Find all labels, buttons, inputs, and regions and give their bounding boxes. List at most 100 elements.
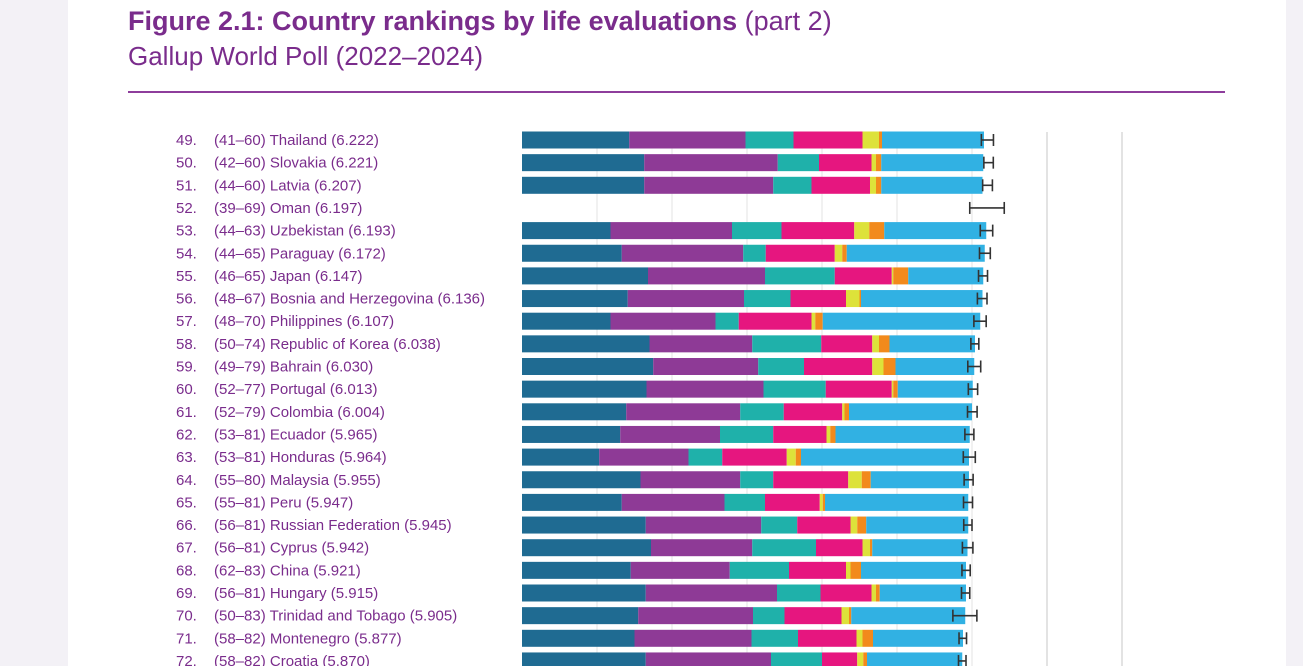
bar-segment	[870, 471, 969, 489]
rank-label: 56.	[176, 291, 197, 308]
bar-segment	[786, 448, 796, 466]
table-row: 64. (55–80) Malaysia (5.955)	[176, 471, 974, 489]
bar-segment	[834, 267, 892, 285]
bar-segment	[758, 358, 804, 375]
bar-segment	[522, 516, 646, 534]
bar-segment	[844, 403, 849, 421]
bar-segment	[882, 131, 984, 149]
bar-segment	[765, 493, 820, 511]
bar-segment	[790, 290, 846, 308]
table-row: 72. (58–82) Croatia (5.870)	[176, 652, 967, 666]
bar-segment	[744, 290, 791, 308]
bar-segment	[648, 267, 765, 285]
bar-segment	[621, 244, 744, 262]
bar-segment	[841, 607, 849, 625]
bar-segment	[861, 290, 983, 308]
rank-label: 57.	[176, 313, 197, 330]
bar-segment	[644, 154, 778, 172]
country-label: (42–60) Slovakia (6.221)	[214, 155, 378, 172]
bar-segment	[889, 335, 975, 353]
bar-segment	[732, 222, 782, 240]
bar-segment	[872, 358, 884, 375]
bar-segment	[784, 607, 842, 625]
bar-segment	[804, 358, 873, 375]
table-row: 53. (44–63) Uzbekistan (6.193)	[176, 222, 994, 240]
country-label: (53–81) Honduras (5.964)	[214, 449, 387, 466]
rank-label: 70.	[176, 608, 197, 625]
bar-segment	[522, 425, 621, 443]
bar-segment	[752, 539, 816, 557]
bar-segment	[822, 312, 981, 330]
table-row: 54. (44–65) Paraguay (6.172)	[176, 244, 992, 262]
bar-segment	[854, 222, 870, 240]
rank-label: 50.	[176, 155, 197, 172]
bar-segment	[599, 448, 689, 466]
bar-segment	[610, 312, 716, 330]
bar-segment	[883, 358, 896, 375]
bar-segment	[722, 448, 787, 466]
bar-segment	[897, 380, 973, 398]
bar-segment	[870, 176, 876, 194]
bar-segment	[849, 607, 852, 625]
bar-segment	[821, 335, 873, 353]
country-label: (58–82) Montenegro (5.877)	[214, 630, 402, 647]
table-row: 50. (42–60) Slovakia (6.221)	[176, 154, 995, 172]
rank-label: 69.	[176, 585, 197, 602]
bar-segment	[819, 154, 872, 172]
bar-segment	[873, 629, 963, 647]
bar-segment	[830, 425, 836, 443]
figure-title-main: Figure 2.1: Country rankings by life eva…	[128, 6, 738, 36]
bar-segment	[522, 493, 622, 511]
rank-label: 59.	[176, 359, 197, 376]
bar-segment	[620, 425, 720, 443]
table-row: 58. (50–74) Republic of Korea (6.038)	[176, 335, 980, 353]
table-row: 60. (52–77) Portugal (6.013)	[176, 380, 979, 398]
bar-segment	[522, 448, 600, 466]
bar-segment	[879, 131, 882, 149]
bar-segment	[850, 561, 861, 579]
bar-segment	[646, 380, 764, 398]
rank-label: 64.	[176, 472, 197, 489]
figure-title-suffix: (part 2)	[744, 6, 832, 36]
country-label: (52–79) Colombia (6.004)	[214, 404, 385, 421]
bar-segment	[522, 652, 646, 666]
bar-segment	[781, 222, 855, 240]
country-label: (58–82) Croatia (5.870)	[214, 653, 370, 666]
bar-segment	[729, 561, 789, 579]
table-row: 57. (48–70) Philippines (6.107)	[176, 312, 987, 330]
country-label: (44–65) Paraguay (6.172)	[214, 245, 386, 262]
bar-segment	[777, 154, 819, 172]
bar-segment	[811, 312, 816, 330]
bar-segment	[871, 154, 876, 172]
bar-segment	[522, 131, 630, 149]
bar-segment	[848, 471, 862, 489]
bar-segment	[822, 652, 858, 666]
bar-segment	[522, 154, 645, 172]
bar-segment	[884, 222, 987, 240]
rank-label: 68.	[176, 562, 197, 579]
bar-segment	[846, 561, 851, 579]
bar-segment	[872, 539, 968, 557]
country-label: (55–81) Peru (5.947)	[214, 494, 353, 511]
bar-segment	[751, 629, 798, 647]
table-row: 52. (39–69) Oman (6.197)	[176, 200, 1006, 217]
bar-segment	[891, 267, 894, 285]
bar-segment	[522, 222, 611, 240]
bar-segment	[862, 131, 879, 149]
bar-segment	[522, 539, 651, 557]
bar-segment	[522, 312, 611, 330]
bar-segment	[797, 516, 851, 534]
bar-segment	[846, 244, 985, 262]
rank-label: 66.	[176, 517, 197, 534]
country-label: (56–81) Cyprus (5.942)	[214, 540, 369, 557]
country-label: (50–74) Republic of Korea (6.038)	[214, 336, 441, 353]
bar-segment	[522, 561, 631, 579]
bar-segment	[644, 176, 774, 194]
bar-segment	[765, 244, 835, 262]
rank-label: 49.	[176, 132, 197, 149]
bar-segment	[621, 493, 725, 511]
table-row: 51. (44–60) Latvia (6.207)	[176, 176, 994, 194]
bar-segment	[765, 267, 835, 285]
bar-segment	[634, 629, 752, 647]
bar-segment	[891, 380, 894, 398]
